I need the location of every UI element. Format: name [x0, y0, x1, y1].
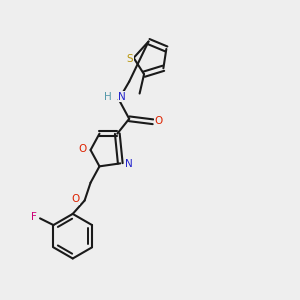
- Text: S: S: [127, 54, 134, 64]
- Text: N: N: [125, 159, 133, 169]
- Text: F: F: [31, 212, 37, 223]
- Text: O: O: [78, 143, 86, 154]
- Text: O: O: [72, 194, 80, 204]
- Text: H: H: [103, 92, 111, 101]
- Text: O: O: [155, 116, 163, 126]
- Text: N: N: [118, 92, 126, 101]
